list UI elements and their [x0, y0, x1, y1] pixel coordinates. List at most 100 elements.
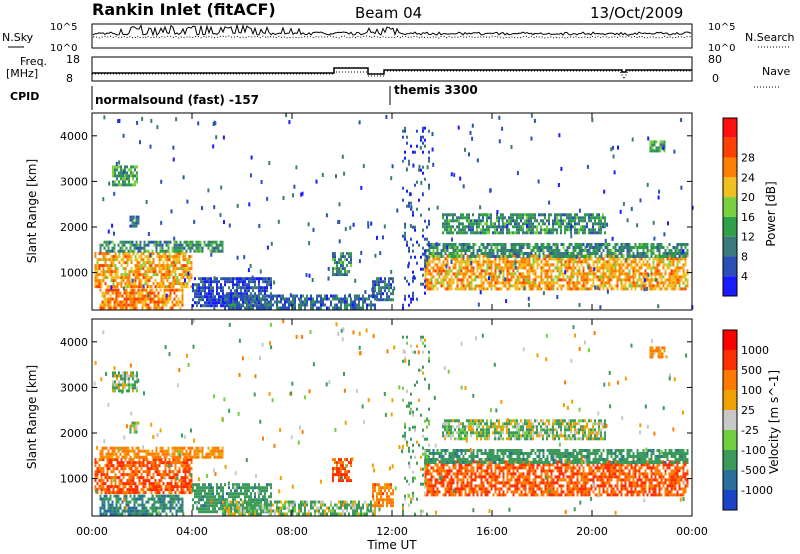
heatmap-cell [474, 287, 477, 291]
heatmap-cell [557, 183, 560, 187]
heatmap-cell [270, 280, 272, 284]
heatmap-cell [201, 455, 204, 459]
heatmap-cell [608, 263, 611, 267]
heatmap-cell [604, 219, 606, 223]
heatmap-cell [218, 295, 220, 299]
heatmap-cell [548, 252, 551, 255]
heatmap-cell [682, 249, 685, 254]
heatmap-cell [114, 473, 117, 477]
heatmap-cell [584, 255, 587, 258]
heatmap-cell [105, 243, 108, 247]
heatmap-cell [108, 267, 111, 271]
heatmap-cell [152, 282, 155, 286]
heatmap-cell [488, 243, 491, 246]
heatmap-cell [568, 213, 570, 217]
heatmap-cell [104, 482, 107, 486]
heatmap-cell [566, 266, 569, 270]
heatmap-cell [219, 449, 222, 453]
heatmap-cell [408, 303, 410, 307]
heatmap-cell [422, 246, 424, 250]
heatmap-cell [528, 222, 530, 226]
heatmap-cell [166, 270, 169, 274]
heatmap-cell [350, 303, 352, 307]
heatmap-cell [171, 246, 174, 250]
heatmap-cell [358, 297, 360, 301]
heatmap-cell [540, 272, 543, 276]
heatmap-cell [500, 281, 503, 285]
heatmap-cell [370, 306, 372, 310]
heatmap-cell [155, 288, 158, 292]
heatmap-cell [568, 222, 570, 226]
heatmap-cell [268, 294, 270, 298]
heatmap-cell [214, 298, 216, 302]
heatmap-cell [204, 286, 206, 290]
heatmap-cell [674, 272, 677, 276]
heatmap-cell [366, 306, 368, 310]
heatmap-cell [113, 452, 116, 456]
heatmap-cell [129, 240, 132, 244]
heatmap-cell [132, 252, 135, 256]
heatmap-cell [240, 294, 242, 298]
heatmap-cell [167, 294, 170, 298]
heatmap-cell [576, 231, 578, 235]
heatmap-cell [113, 288, 116, 292]
heatmap-cell [574, 260, 577, 264]
heatmap-cell [153, 300, 156, 304]
heatmap-cell [215, 240, 218, 244]
heatmap-cell [566, 228, 568, 232]
heatmap-cell [175, 494, 178, 498]
heatmap-cell [221, 240, 224, 244]
heatmap-cell [252, 306, 254, 310]
heatmap-cell [115, 306, 118, 310]
heatmap-cell [150, 264, 153, 268]
heatmap-cell [131, 224, 134, 228]
heatmap-cell [468, 269, 471, 273]
heatmap-cell [191, 243, 194, 247]
heatmap-cell [188, 485, 191, 489]
heatmap-cell [125, 291, 128, 295]
heatmap-cell [488, 263, 491, 267]
heatmap-cell [570, 272, 573, 276]
heatmap-cell [124, 383, 126, 387]
heatmap-cell [468, 260, 471, 264]
heatmap-cell [99, 509, 102, 513]
heatmap-cell [107, 449, 110, 453]
heatmap-cell [340, 297, 342, 301]
heatmap-cell [460, 228, 462, 232]
heatmap-cell [194, 295, 196, 299]
heatmap-cell [436, 287, 439, 291]
heatmap-cell [588, 252, 591, 255]
heatmap-cell [432, 257, 435, 261]
heatmap-cell [105, 512, 108, 516]
heatmap-cell [112, 458, 115, 462]
heatmap-cell [254, 277, 256, 281]
heatmap-cell [526, 275, 529, 279]
heatmap-cell [676, 272, 679, 276]
heatmap-cell [508, 252, 511, 255]
heatmap-cell [628, 255, 631, 258]
heatmap-cell [578, 303, 581, 307]
heatmap-cell [516, 281, 519, 285]
heatmap-cell [570, 269, 573, 273]
heatmap-cell [153, 306, 156, 310]
heatmap-cell [496, 266, 499, 270]
heatmap-cell [678, 281, 681, 285]
heatmap-cell [634, 272, 637, 276]
heatmap-cell [98, 267, 101, 271]
heatmap-cell [128, 276, 131, 280]
heatmap-cell [270, 306, 272, 310]
heatmap-cell [146, 470, 149, 474]
heatmap-cell [326, 306, 328, 310]
heatmap-cell [130, 476, 133, 480]
heatmap-cell [482, 213, 484, 217]
heatmap-cell [504, 277, 507, 282]
heatmap-cell [162, 273, 165, 277]
heatmap-cell [155, 243, 158, 247]
heatmap-cell [136, 171, 138, 175]
heatmap-cell [438, 281, 441, 285]
heatmap-cell [486, 263, 489, 267]
heatmap-cell [674, 278, 677, 282]
heatmap-cell [596, 275, 599, 279]
heatmap-cell [454, 266, 457, 270]
heatmap-cell [496, 228, 498, 232]
